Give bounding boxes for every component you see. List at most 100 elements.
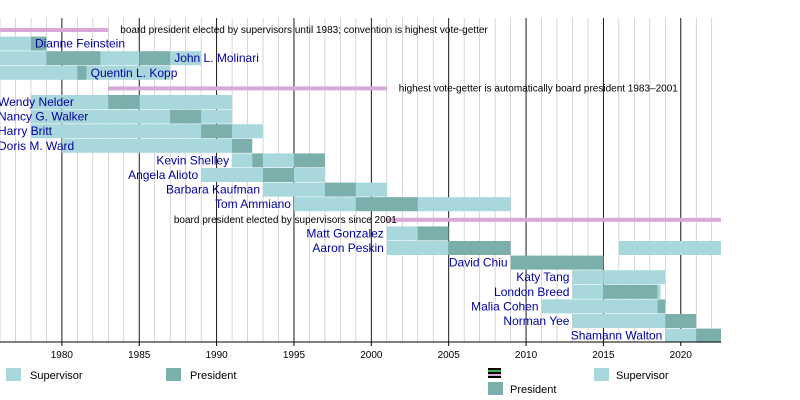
term-bar-1-3 bbox=[139, 51, 171, 66]
term-bar-18-0 bbox=[665, 328, 697, 343]
term-bar-10-1 bbox=[355, 197, 418, 212]
member-name-7: Kevin Shelley bbox=[156, 153, 229, 167]
term-bar-8-0 bbox=[201, 168, 264, 182]
term-bar-3-2 bbox=[139, 95, 233, 109]
term-bar-14-0 bbox=[572, 270, 604, 285]
legend-stripes-icon bbox=[488, 368, 501, 378]
x-tick-label-2005: 2005 bbox=[438, 350, 461, 361]
term-bar-4-2 bbox=[201, 109, 233, 124]
term-bar-14-1 bbox=[603, 270, 666, 285]
member-name-3: Wendy Nelder bbox=[0, 95, 74, 109]
term-bar-5-0 bbox=[30, 124, 202, 139]
term-bar-7-3 bbox=[293, 153, 325, 168]
member-name-9: Barbara Kaufman bbox=[166, 183, 260, 197]
member-name-10: Tom Ammiano bbox=[215, 197, 291, 211]
term-bar-17-1 bbox=[665, 314, 697, 328]
x-tick-label-1995: 1995 bbox=[283, 350, 306, 361]
term-bar-3-0 bbox=[30, 95, 109, 109]
legend-president-label-2: President bbox=[510, 384, 557, 396]
term-bar-10-2 bbox=[417, 197, 511, 212]
x-tick-label-1985: 1985 bbox=[128, 350, 151, 361]
term-bar-2-2 bbox=[46, 65, 78, 80]
era-label-1: highest vote-getter is automatically boa… bbox=[399, 83, 679, 94]
term-bar-12-1 bbox=[448, 241, 511, 255]
member-names: Dianne Feinstein John L. MolinariQuentin … bbox=[0, 37, 662, 343]
term-bar-1-1 bbox=[46, 51, 101, 66]
term-bar-5-2 bbox=[232, 124, 264, 139]
term-bar-2-3 bbox=[77, 65, 87, 80]
x-axis: 1980 1985 1990 1995 2000 2005 2010 2015 2020 bbox=[0, 341, 721, 361]
term-bar-8-1 bbox=[263, 168, 294, 182]
era-bar-2 bbox=[386, 217, 721, 222]
term-bar-17-0 bbox=[572, 314, 666, 328]
era-label-0: board president elected by supervisors u… bbox=[120, 25, 488, 36]
term-bar-4-0 bbox=[30, 109, 171, 124]
term-bar-1-2 bbox=[100, 51, 140, 66]
term-bar-15-1 bbox=[603, 284, 658, 299]
legend-supervisor-swatch bbox=[6, 368, 21, 381]
term-bar-4-1 bbox=[170, 109, 202, 124]
term-bar-10-0 bbox=[293, 197, 356, 212]
term-bar-7-2 bbox=[263, 153, 294, 168]
member-name-4: Nancy G. Walker bbox=[0, 110, 88, 124]
term-bar-6-0 bbox=[61, 138, 233, 153]
term-bar-15-0 bbox=[572, 284, 604, 299]
x-tick-label-2020: 2020 bbox=[670, 350, 693, 361]
term-bar-5-1 bbox=[201, 124, 233, 139]
member-name-11: Matt Gonzalez bbox=[306, 226, 383, 240]
term-bar-12-0 bbox=[386, 241, 449, 255]
term-bar-1-4 bbox=[170, 51, 202, 66]
member-name-13: David Chiu bbox=[449, 256, 508, 270]
x-tick-label-1980: 1980 bbox=[51, 350, 74, 361]
term-bar-6-1 bbox=[232, 138, 253, 153]
era-label-2: board president elected by supervisors s… bbox=[174, 215, 397, 226]
legend-supervisor-label: Supervisor bbox=[30, 370, 83, 382]
member-name-12: Aaron Peskin bbox=[312, 241, 383, 255]
term-bar-7-0 bbox=[232, 153, 253, 168]
member-name-15: London Breed bbox=[494, 285, 569, 299]
legend-president-label: President bbox=[190, 370, 237, 382]
term-bar-16-1 bbox=[657, 299, 666, 314]
term-bars bbox=[0, 36, 721, 343]
term-bar-9-1 bbox=[324, 182, 356, 197]
x-tick-label-1990: 1990 bbox=[205, 350, 228, 361]
term-bar-1-0 bbox=[0, 51, 47, 66]
member-name-2: Quentin L. Kopp bbox=[91, 66, 178, 80]
era-bar-1 bbox=[108, 86, 387, 91]
term-bar-12-2 bbox=[618, 241, 721, 255]
term-bar-0-0 bbox=[0, 36, 31, 51]
legend-supervisor-label-2: Supervisor bbox=[616, 370, 669, 382]
x-tick-label-2010: 2010 bbox=[515, 350, 538, 361]
term-bar-2-1 bbox=[15, 65, 47, 80]
legend-president-swatch-2 bbox=[488, 382, 503, 395]
member-name-0: Dianne Feinstein bbox=[35, 37, 125, 51]
term-bar-15-2 bbox=[657, 284, 661, 299]
term-bar-3-1 bbox=[108, 95, 140, 109]
member-name-18: Shamann Walton bbox=[571, 329, 663, 343]
term-bar-9-0 bbox=[263, 182, 325, 197]
era-bar-0 bbox=[0, 28, 109, 32]
term-bar-11-0 bbox=[386, 226, 418, 241]
member-name-1: John L. Molinari bbox=[174, 51, 259, 65]
term-bar-0-1 bbox=[30, 36, 47, 51]
legend-president-swatch bbox=[166, 368, 181, 381]
term-bar-16-0 bbox=[541, 299, 658, 314]
term-bar-18-1 bbox=[696, 328, 721, 343]
term-bar-13-0 bbox=[510, 255, 604, 270]
term-bar-2-4 bbox=[86, 65, 171, 80]
term-bar-11-1 bbox=[417, 226, 449, 241]
member-name-17: Norman Yee bbox=[503, 314, 569, 328]
era-bars: board president elected by supervisors u… bbox=[0, 25, 721, 226]
member-name-14: Katy Tang bbox=[516, 270, 569, 284]
legend-supervisor-swatch-2 bbox=[594, 368, 609, 381]
member-name-6: Doris M. Ward bbox=[0, 139, 74, 153]
member-name-5: Harry Britt bbox=[0, 124, 53, 138]
term-bar-8-2 bbox=[293, 168, 325, 182]
x-tick-label-2000: 2000 bbox=[360, 350, 383, 361]
term-bar-9-2 bbox=[355, 182, 387, 197]
member-name-8: Angela Alioto bbox=[128, 168, 198, 182]
member-name-16: Malia Cohen bbox=[471, 299, 538, 313]
term-bar-2-0 bbox=[0, 65, 16, 80]
x-tick-label-2015: 2015 bbox=[592, 350, 615, 361]
